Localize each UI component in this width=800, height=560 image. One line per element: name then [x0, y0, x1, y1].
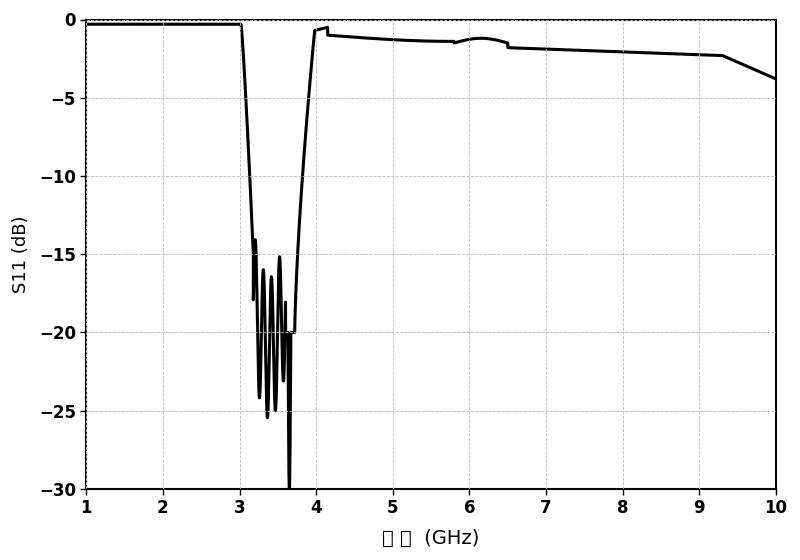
X-axis label: 频 率  (GHz): 频 率 (GHz): [382, 529, 480, 548]
Y-axis label: S11 (dB): S11 (dB): [13, 216, 30, 293]
